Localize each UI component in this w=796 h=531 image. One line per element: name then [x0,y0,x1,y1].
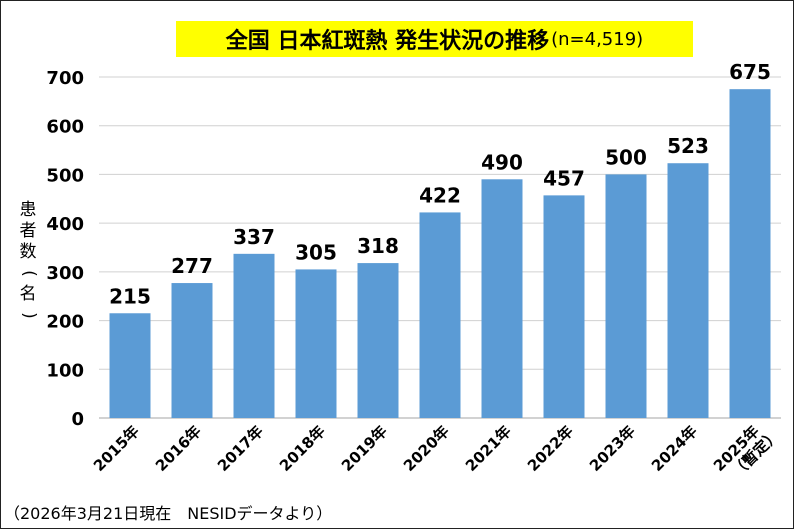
bar [109,313,151,418]
data-label: 490 [481,150,523,174]
x-tick-label: 2019年 [338,422,391,475]
x-tick-label: 2023年 [586,422,639,475]
x-tick-label: 2020年 [400,422,453,475]
y-tick-label: 500 [46,165,84,186]
data-label: 305 [295,240,337,264]
data-label: 318 [357,234,399,258]
x-tick-label: 2025年（暫定） [710,414,783,487]
x-tick-label: 2022年 [524,422,577,475]
bar [605,174,647,418]
bar [295,269,337,418]
y-tick-label: 400 [46,214,84,235]
bar [667,163,709,418]
x-tick-label: 2021年 [462,422,515,475]
data-label: 337 [233,225,275,249]
x-tick-label: 2024年 [648,422,701,475]
y-tick-label: 0 [71,409,84,430]
x-tick-label: 2018年 [276,422,329,475]
chart-title-main: 全国 日本紅斑熱 発生状況の推移 [225,29,550,54]
bar [233,253,275,418]
y-tick-label: 700 [46,68,84,89]
y-axis-label: 患者数(名) [18,200,39,319]
data-label: 500 [605,145,647,169]
bar [543,195,585,418]
y-tick-label: 600 [46,117,84,138]
data-label: 675 [729,60,771,84]
footnote: （2026年3月21日現在 NESIDデータより） [4,504,333,523]
chart-title-sub: (n=4,519) [551,28,644,50]
bar [729,89,771,418]
data-label: 523 [667,134,709,158]
bar [171,283,213,418]
x-tick-label: 2016年 [152,422,205,475]
data-label: 215 [109,284,151,308]
y-tick-label: 100 [46,360,84,381]
y-tick-label: 300 [46,263,84,284]
x-tick-label: 2015年 [90,422,143,475]
data-label: 277 [171,254,213,278]
data-label: 422 [419,183,461,207]
y-tick-label: 200 [46,312,84,333]
data-label: 457 [543,166,585,190]
chart-title: 全国 日本紅斑熱 発生状況の推移 (n=4,519) [176,21,693,57]
bar [481,179,523,418]
x-tick-label: 2017年 [214,422,267,475]
bar [419,212,461,418]
bar [357,263,399,418]
